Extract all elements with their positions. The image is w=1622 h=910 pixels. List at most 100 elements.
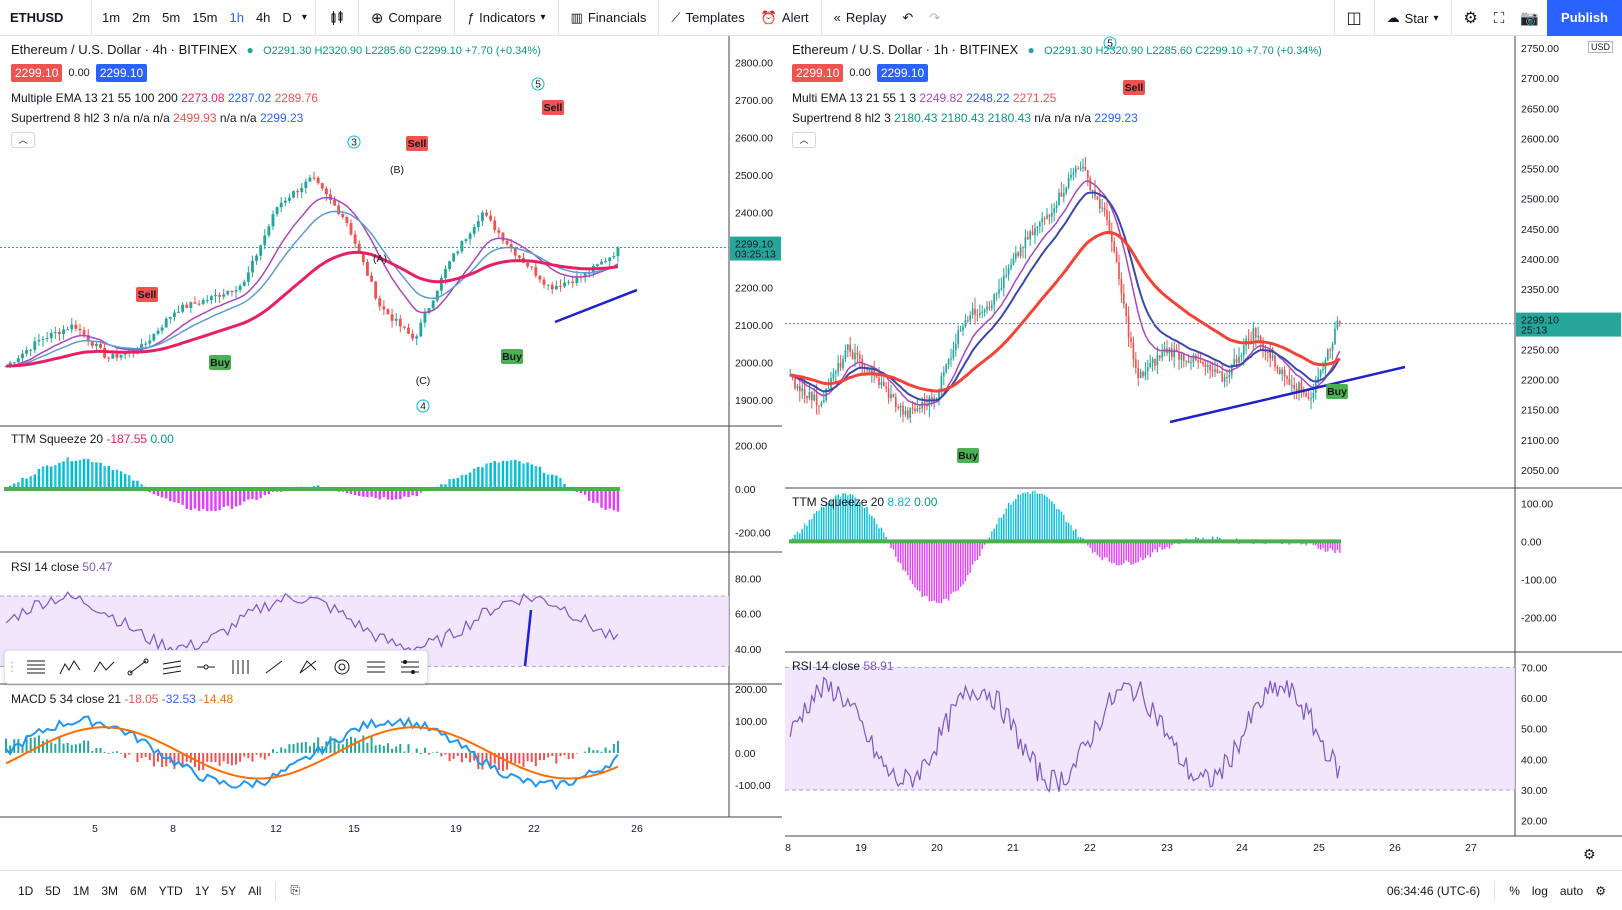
goto-date-button[interactable]: ⎘ (284, 883, 306, 898)
candle (201, 300, 205, 304)
candle (1007, 268, 1010, 275)
interval-5m[interactable]: 5m (162, 9, 181, 25)
star-button[interactable]: ☁ Star ▾ (1386, 10, 1439, 26)
candles (4, 171, 620, 369)
layout-button[interactable]: ◫ (1339, 0, 1370, 36)
interval-1h[interactable]: 1h (229, 9, 244, 25)
candle (1228, 374, 1231, 378)
fib-icon (27, 660, 45, 674)
elliott-abc-tool[interactable] (87, 651, 121, 683)
trend-line-tool[interactable] (121, 651, 155, 683)
buy-price[interactable]: 2299.10 (95, 64, 148, 82)
clock-time[interactable]: 06:34:46 (UTC-6) (1386, 883, 1481, 898)
range-1d[interactable]: 1D (18, 883, 34, 898)
financials-button[interactable]: ▥ Financials (570, 9, 647, 26)
candle (144, 343, 148, 345)
interval-1m[interactable]: 1m (102, 9, 121, 25)
range-5d[interactable]: 5D (45, 883, 61, 898)
templates-button[interactable]: ⟋ Templates (671, 9, 745, 26)
collapse-legend-button[interactable]: ︿ (792, 132, 816, 148)
candle (452, 253, 456, 262)
chart-type-button[interactable] (320, 0, 354, 36)
sell-price[interactable]: 2299.10 (11, 64, 63, 82)
candle (312, 177, 316, 179)
ema-line (790, 191, 1341, 402)
candle (1132, 342, 1135, 360)
indicator-tick: -100.00 (735, 780, 771, 792)
auto-toggle[interactable]: auto (1559, 883, 1584, 898)
candle (230, 290, 234, 292)
candle (875, 374, 878, 378)
price-tick: 2150.00 (1521, 405, 1559, 417)
range-all[interactable]: All (248, 883, 262, 898)
undo-button[interactable]: ↶ (894, 0, 921, 36)
fullscreen-button[interactable]: ⛶ (1486, 0, 1513, 36)
indicator-tick: -100.00 (1521, 575, 1557, 587)
elliott-impulse-tool[interactable] (53, 651, 87, 683)
indicator-tick: 100.00 (735, 716, 767, 728)
vertical-lines-tool[interactable] (223, 651, 257, 683)
snapshot-button[interactable]: 📷 (1512, 0, 1547, 36)
candle (1312, 393, 1315, 399)
indicators-button[interactable]: ƒ Indicators ▾ (466, 10, 546, 25)
settings-button[interactable]: ⚙ (1456, 0, 1486, 36)
candle (935, 398, 938, 400)
candle (844, 350, 847, 360)
fib-retracement-tool[interactable] (19, 651, 53, 683)
publish-button[interactable]: Publish (1547, 0, 1622, 36)
camera-icon: 📷 (1520, 10, 1540, 27)
candle (1074, 168, 1077, 173)
chart-settings-icon[interactable]: ⚙ (1583, 846, 1596, 862)
candle (923, 401, 926, 404)
replay-button[interactable]: «Replay (833, 10, 887, 25)
price-range-tool[interactable] (359, 651, 393, 683)
range-5y[interactable]: 5Y (221, 883, 237, 898)
range-1y[interactable]: 1Y (194, 883, 210, 898)
candle (1310, 398, 1312, 400)
candle (820, 402, 823, 406)
candle (304, 181, 308, 188)
gear-icon: ⚙ (1463, 10, 1478, 27)
buy-price[interactable]: 2299.10 (876, 64, 929, 82)
candle (1022, 247, 1024, 249)
price-tick: 2750.00 (1521, 43, 1559, 55)
interval-4h[interactable]: 4h (255, 9, 271, 25)
interval-2m[interactable]: 2m (132, 9, 151, 25)
interval-15m[interactable]: 15m (192, 9, 218, 25)
range-6m[interactable]: 6M (130, 883, 147, 898)
drag-handle-icon[interactable]: ⋮ (5, 659, 19, 674)
fib-channel-tool[interactable] (155, 651, 189, 683)
redo-button[interactable]: ↷ (921, 0, 948, 36)
currency-label[interactable]: USD (1588, 41, 1614, 53)
log-toggle[interactable]: log (1531, 883, 1548, 898)
fib-spiral-tool[interactable] (325, 651, 359, 683)
pitchfork-tool[interactable] (291, 651, 325, 683)
range-3m[interactable]: 3M (101, 883, 119, 898)
interval-list: 1m 2m 5m 15m 1h 4h D (92, 0, 298, 36)
ray-tool[interactable] (257, 651, 291, 683)
left-chart[interactable]: 2800.002700.002600.002500.002400.002300.… (0, 36, 782, 870)
sell-price[interactable]: 2299.10 (792, 64, 844, 82)
chevron-down-icon[interactable]: ▾ (301, 12, 307, 23)
settings-icon[interactable]: ⚙ (1595, 883, 1606, 898)
symbol-search[interactable]: ETHUSD (0, 0, 92, 36)
candle (361, 252, 365, 263)
percent-toggle[interactable]: % (1509, 883, 1520, 898)
more-tools[interactable] (393, 651, 427, 683)
candle (1139, 371, 1142, 379)
candle (571, 281, 575, 284)
interval-D[interactable]: D (282, 9, 292, 25)
range-1m[interactable]: 1M (72, 883, 90, 898)
range-ytd[interactable]: YTD (158, 883, 183, 898)
candle (1180, 354, 1183, 360)
candle (974, 308, 976, 315)
right-chart[interactable]: 2750.002700.002650.002600.002550.002500.… (785, 36, 1622, 870)
compare-button[interactable]: ⊕ Compare (370, 9, 442, 27)
horizontal-ray-tool[interactable] (189, 651, 223, 683)
collapse-legend-button[interactable]: ︿ (11, 132, 35, 148)
top-toolbar: ETHUSD 1m 2m 5m 15m 1h 4h D ▾ ⊕ Compare ƒ Indica… (0, 0, 1622, 36)
alert-button[interactable]: ⏰ Alert (760, 9, 809, 26)
candle (1190, 362, 1192, 364)
candle (940, 376, 943, 390)
undo-icon: ↶ (902, 9, 914, 25)
